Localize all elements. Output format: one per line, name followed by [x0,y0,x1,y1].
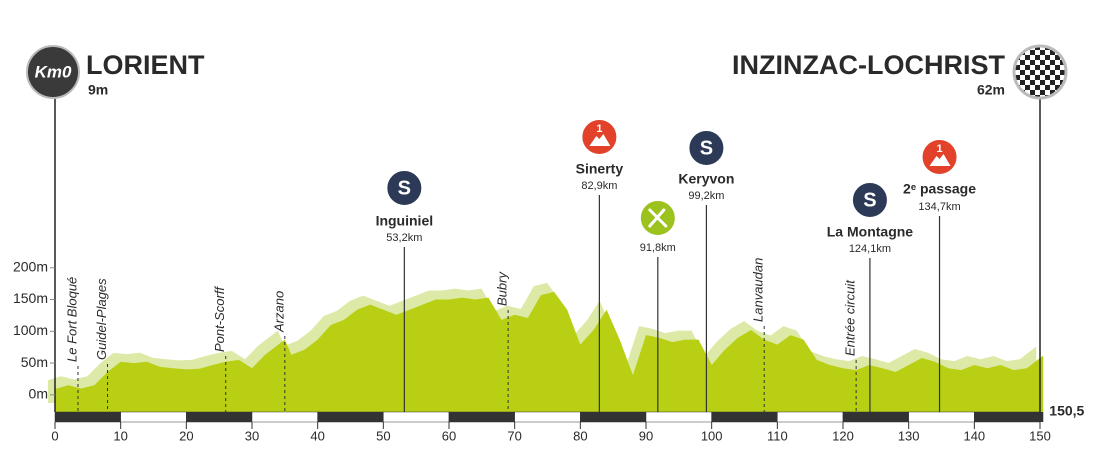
mountain-icon [929,154,951,166]
point-distance: 124,1km [849,243,891,255]
distance-segment [120,411,187,423]
place-label: Arzano [271,291,286,333]
x-tick-label: 80 [573,428,587,443]
icon-text: S [863,189,876,211]
distance-segment [645,411,712,423]
x-tick-label: 110 [767,428,788,443]
icon-text: S [700,137,713,159]
profile-layer [48,282,1044,412]
x-tick-label: 150 [1029,428,1051,443]
finish-name: INZINZAC-LOCHRIST [732,50,1005,80]
place-label: Guidel-Plages [94,278,109,360]
distance-segment [1040,412,1044,422]
place-label: Entrée circuit [843,279,858,356]
point-name: 2ᵉ passage [903,181,976,197]
distance-segment [580,411,647,423]
place-label: Pont-Scorff [212,286,227,352]
icon-text: 1 [596,123,602,135]
y-tick-label: 200m [13,258,48,274]
distance-segment [317,411,384,423]
distance-segment [711,411,778,423]
y-tick-label: 0m [29,386,48,402]
distance-segment [251,411,318,423]
y-tick-label: 100m [13,322,48,338]
x-tick-label: 10 [113,428,127,443]
x-tick-label: 130 [898,428,920,443]
distance-segment [974,411,1041,423]
distance-segment [383,411,450,423]
point-icon [687,129,726,167]
place-label: Le Fort Bloqué [64,277,79,362]
point-icon [385,169,424,207]
y-tick-label: 50m [21,354,48,370]
point-distance: 53,2km [386,232,422,244]
place-label: Bubry [495,271,510,306]
x-tick-label: 120 [832,428,854,443]
distance-segment [54,411,121,423]
start-name: LORIENT [86,50,205,80]
start-badge [26,45,80,99]
start-badge-text: Km0 [35,62,72,81]
x-tick-label: 70 [507,428,521,443]
profile-area [55,291,1044,412]
start-altitude: 9m [88,82,108,98]
x-tick-label: 100 [701,428,723,443]
point-name: Keryvon [678,171,734,187]
x-tick-label: 90 [639,428,653,443]
finish-altitude: 62m [977,82,1005,98]
place-label: Lanvaudan [751,258,766,322]
point-name: Sinerty [576,161,624,177]
point-name: La Montagne [827,224,914,240]
distance-segment [842,411,909,423]
distance-segment [186,411,253,423]
finish-badge [1012,44,1068,100]
distance-segment [777,411,844,423]
point-distance: 99,2km [688,190,724,202]
distance-segment [448,411,515,423]
x-tick-label: 30 [245,428,259,443]
icon-text: S [398,177,411,199]
x-tick-label: 140 [963,428,985,443]
y-tick-label: 150m [13,290,48,306]
x-tick-label: 0 [51,428,58,443]
point-distance: 91,8km [640,242,676,254]
distance-segment [514,411,581,423]
point-distance: 134,7km [918,201,960,213]
point-distance: 82,9km [581,180,617,192]
mountain-icon [589,134,611,146]
distance-segment [908,411,975,423]
knife-icon [648,208,668,228]
x-tick-label: 40 [310,428,324,443]
x-tick-label: 50 [376,428,390,443]
point-icon [850,181,889,219]
total-distance: 150,5 [1049,403,1084,419]
icon-text: 1 [936,143,942,155]
x-tick-label: 60 [442,428,456,443]
point-name: Inguiniel [376,213,434,229]
x-tick-label: 20 [179,428,193,443]
